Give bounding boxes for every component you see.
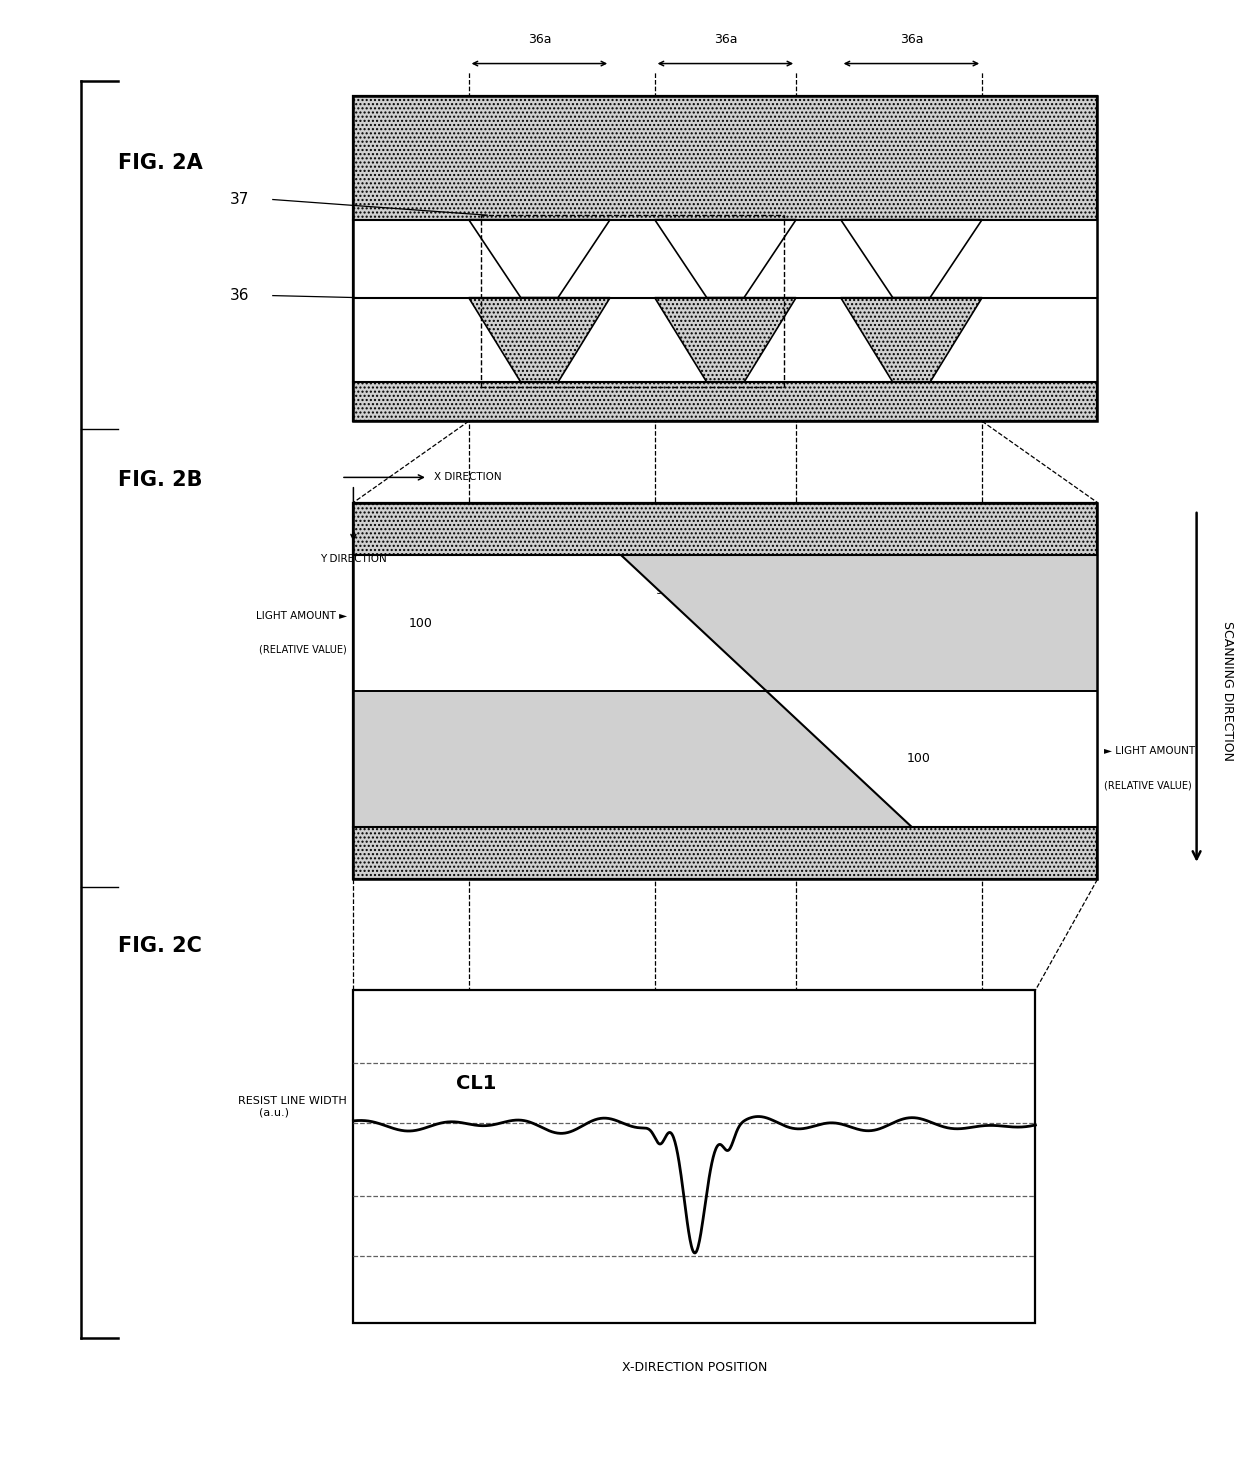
- Text: 10: 10: [751, 554, 766, 565]
- Text: 37: 37: [229, 192, 249, 207]
- Bar: [353, 297, 1097, 383]
- Bar: [353, 96, 1097, 421]
- Polygon shape: [655, 297, 796, 383]
- Text: ► LIGHT AMOUNT: ► LIGHT AMOUNT: [1104, 746, 1194, 757]
- Text: -10: -10: [657, 786, 675, 797]
- Bar: [353, 990, 1035, 1323]
- Text: 50: 50: [711, 773, 725, 783]
- Text: 36a: 36a: [714, 34, 737, 46]
- Bar: [353, 503, 1097, 879]
- Bar: [353, 96, 1097, 421]
- Text: 100: 100: [408, 616, 433, 630]
- Polygon shape: [469, 297, 610, 383]
- Text: 90: 90: [655, 585, 670, 596]
- Text: (RELATIVE VALUE): (RELATIVE VALUE): [259, 644, 347, 655]
- Text: 0: 0: [908, 616, 915, 630]
- Text: 90: 90: [766, 752, 781, 766]
- Text: FIG. 2C: FIG. 2C: [118, 936, 202, 956]
- Polygon shape: [655, 220, 796, 297]
- Text: CL1: CL1: [456, 1075, 496, 1092]
- Text: Y DIRECTION: Y DIRECTION: [320, 554, 387, 563]
- Text: LIGHT AMOUNT ►: LIGHT AMOUNT ►: [257, 610, 347, 621]
- Text: RESIST LINE WIDTH
      (a.u.): RESIST LINE WIDTH (a.u.): [238, 1095, 347, 1117]
- Text: 36: 36: [229, 288, 249, 303]
- Text: X-DIRECTION POSITION: X-DIRECTION POSITION: [621, 1361, 768, 1373]
- Polygon shape: [841, 220, 982, 297]
- Bar: [353, 503, 1097, 879]
- Bar: [353, 556, 1097, 826]
- Text: FIG. 2A: FIG. 2A: [118, 152, 202, 173]
- Text: 36a: 36a: [528, 34, 551, 46]
- Text: SCANNING DIRECTION: SCANNING DIRECTION: [1221, 621, 1234, 761]
- Text: X DIRECTION: X DIRECTION: [434, 473, 502, 482]
- Text: 50: 50: [703, 569, 718, 579]
- Text: 100: 100: [906, 752, 931, 766]
- Text: FIG. 2B: FIG. 2B: [118, 470, 202, 491]
- Text: (RELATIVE VALUE): (RELATIVE VALUE): [1104, 780, 1192, 791]
- Bar: [353, 220, 1097, 297]
- Polygon shape: [621, 556, 1097, 690]
- Text: 0: 0: [405, 752, 413, 766]
- Text: 36a: 36a: [900, 34, 923, 46]
- Polygon shape: [841, 297, 982, 383]
- Polygon shape: [353, 690, 911, 826]
- Polygon shape: [469, 220, 610, 297]
